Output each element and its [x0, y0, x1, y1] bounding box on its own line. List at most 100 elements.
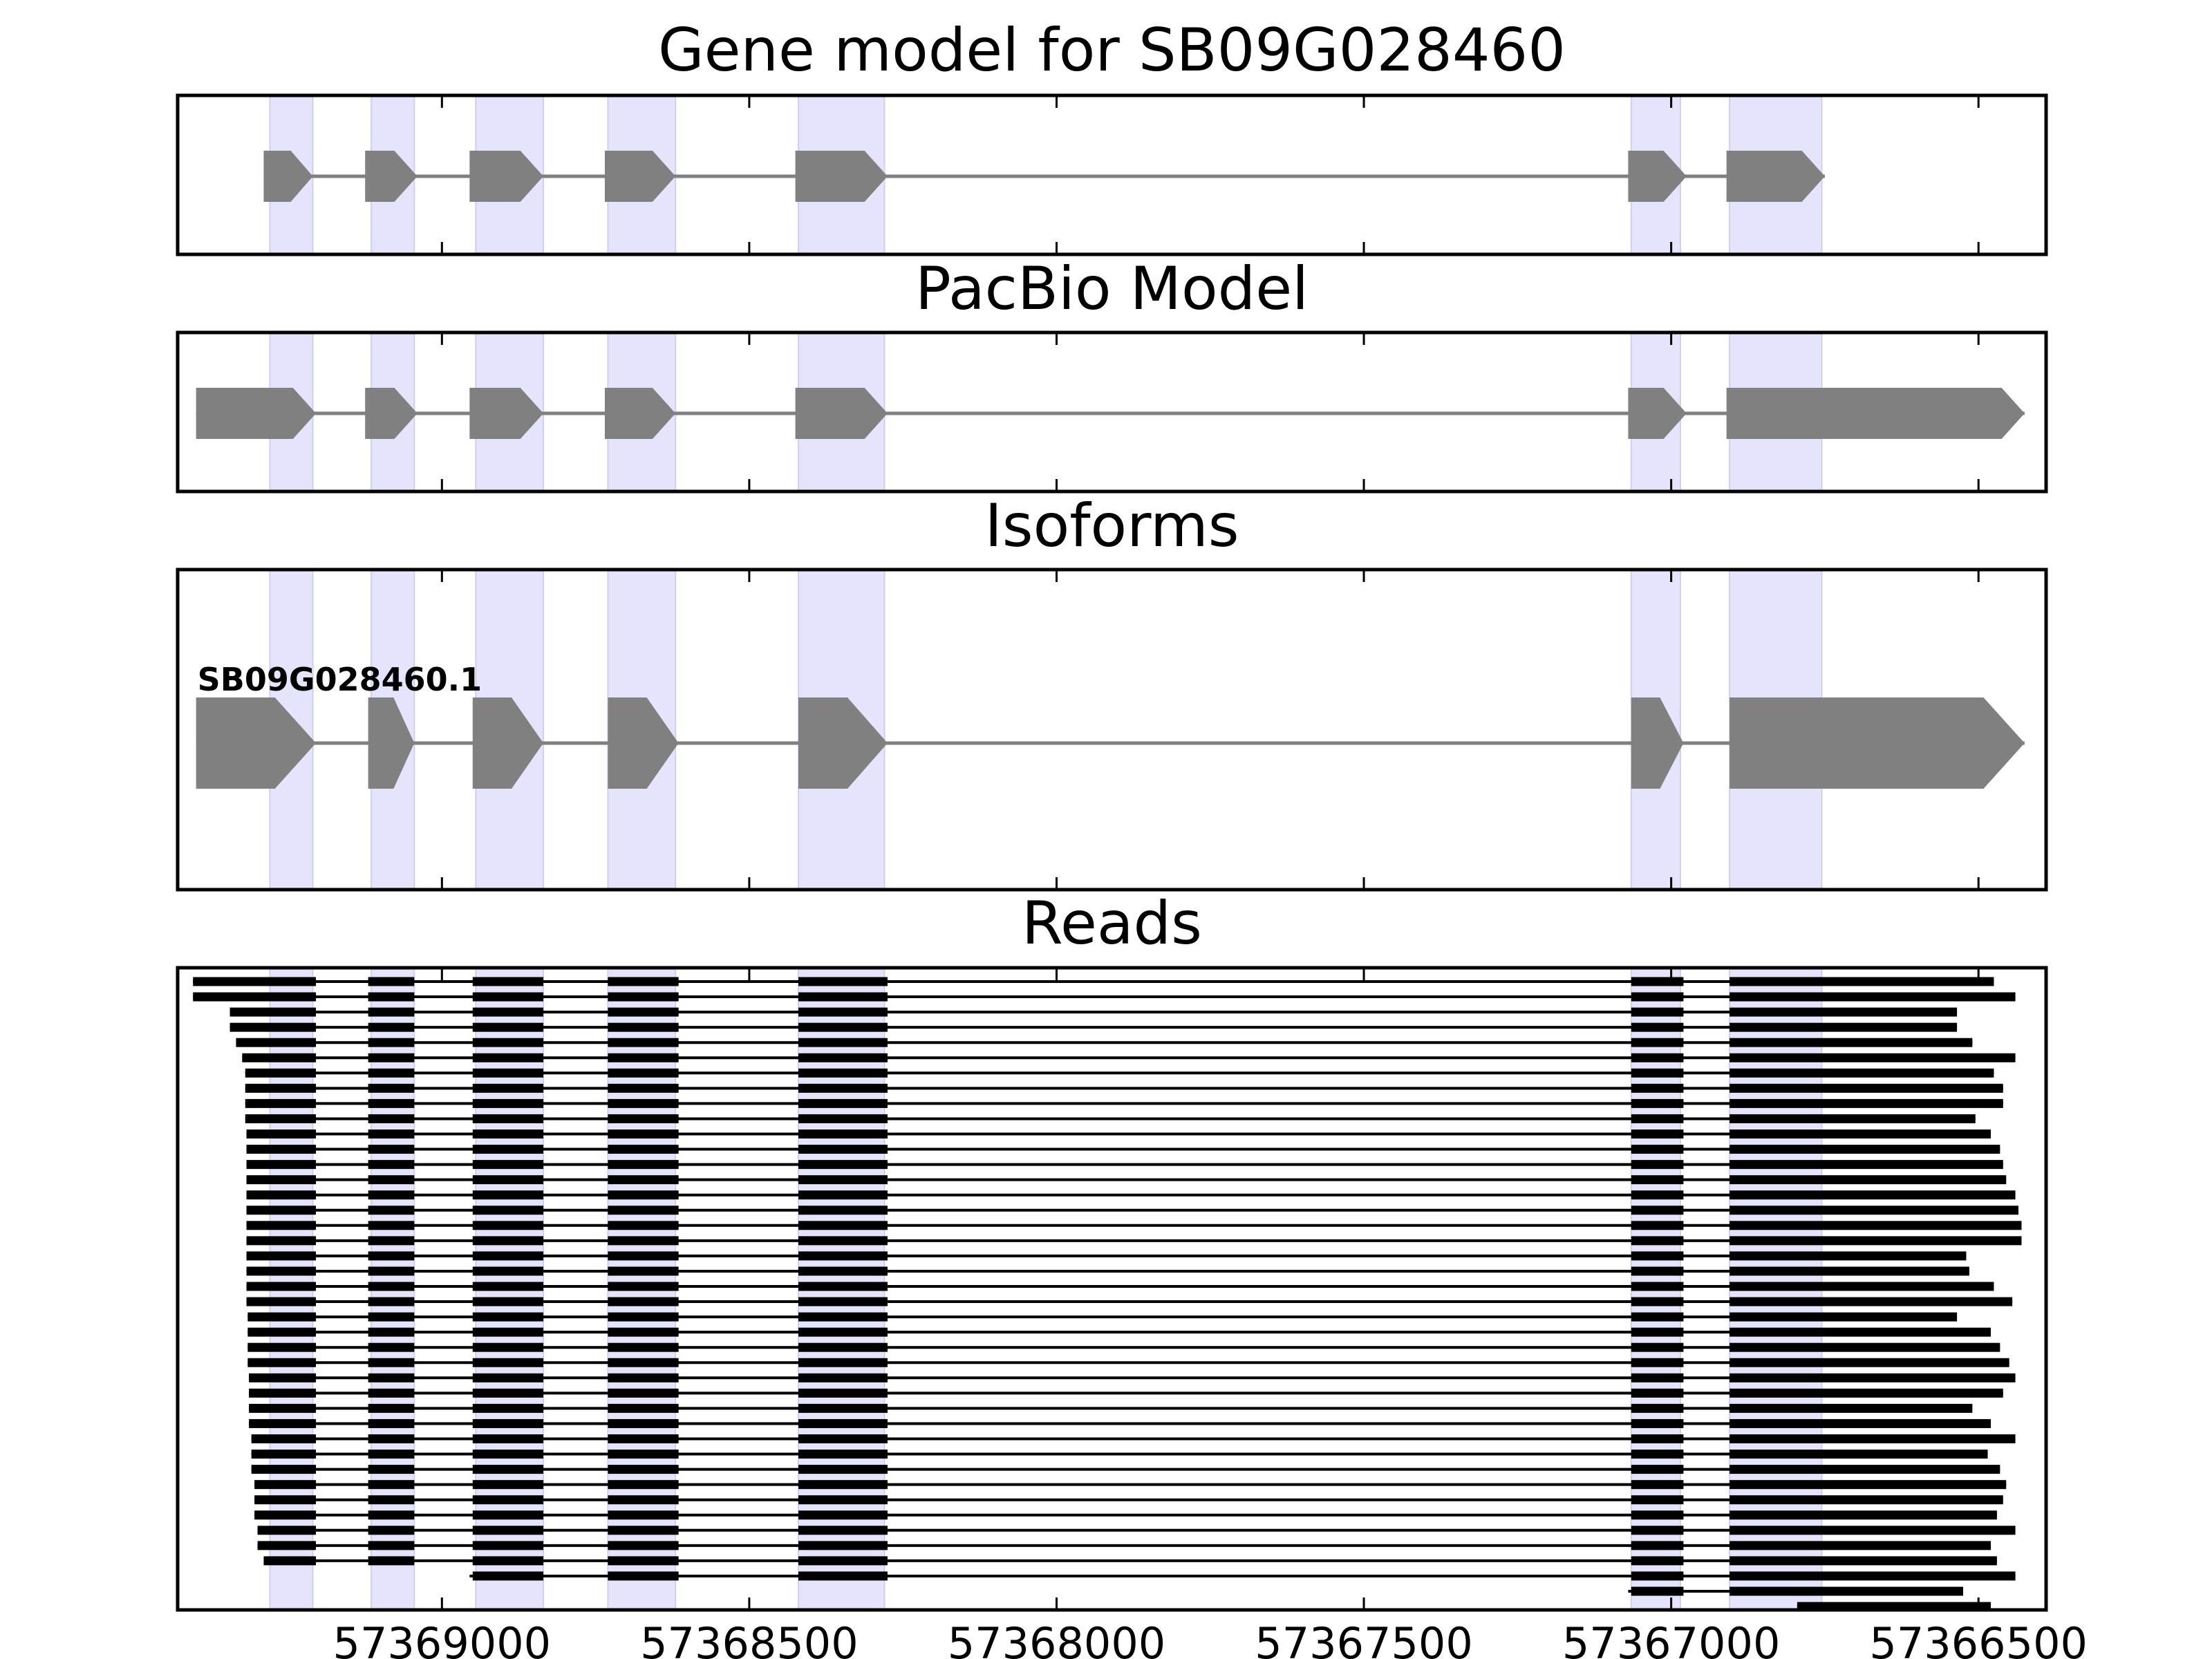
read-block [263, 1556, 317, 1566]
read [246, 1251, 1967, 1261]
read-block [368, 1098, 415, 1108]
read-block [254, 1510, 317, 1520]
exon [1628, 388, 1687, 439]
read-block [229, 1022, 317, 1032]
read [257, 1526, 2016, 1535]
read [246, 1160, 2003, 1170]
read-block [1631, 977, 1684, 986]
read-block [247, 1342, 317, 1352]
read [1628, 1586, 1963, 1596]
read-block [247, 1358, 317, 1367]
read-block [249, 1418, 317, 1428]
read-block [798, 1236, 888, 1246]
read [246, 1175, 2007, 1185]
read-block [368, 1266, 415, 1276]
read-block [798, 1022, 888, 1032]
read-block [608, 1098, 679, 1108]
read-block [608, 1221, 679, 1230]
read-block [798, 1053, 888, 1062]
read-block [608, 1053, 679, 1062]
read-block [472, 1373, 544, 1382]
read-block [368, 1083, 415, 1093]
read-block [1730, 1495, 2003, 1505]
read-block [472, 1053, 544, 1062]
panel-title: Reads [1022, 889, 1202, 958]
read-block [368, 1418, 415, 1428]
read-block [608, 1282, 679, 1291]
read-block [368, 992, 415, 1002]
read [193, 992, 2016, 1002]
read-block [472, 1571, 544, 1581]
read-block [608, 1526, 679, 1535]
read-block [798, 1175, 888, 1185]
read-block [472, 1434, 544, 1443]
read-block [608, 1175, 679, 1185]
read-block [608, 1266, 679, 1276]
read-block [472, 1098, 544, 1108]
read-block [798, 1206, 888, 1215]
read-block [472, 1038, 544, 1047]
read-block [472, 1327, 544, 1337]
read-block [1631, 1510, 1684, 1520]
read-block [798, 1571, 888, 1581]
read-block [1730, 1373, 2016, 1382]
read-block [1631, 1418, 1684, 1428]
read-block [1730, 1480, 2007, 1490]
exon [1631, 697, 1684, 789]
read-block [368, 1434, 415, 1443]
read-block [1730, 1434, 2016, 1443]
read-block [1631, 1327, 1684, 1337]
read-block [368, 1190, 415, 1200]
read-block [1730, 1190, 2016, 1200]
read-block [251, 1465, 317, 1474]
read-block [1631, 1022, 1684, 1032]
read [245, 1083, 2003, 1093]
read-block [798, 1297, 888, 1306]
panels: Gene model for SB09G028460 PacBio Model Is… [176, 16, 2088, 1659]
exon [608, 697, 679, 789]
read-block [368, 1526, 415, 1535]
read-block [1730, 1206, 2018, 1215]
read-block [608, 1342, 679, 1352]
read-block [798, 1114, 888, 1123]
read [257, 1541, 1991, 1550]
read [245, 1114, 1976, 1123]
read-block [798, 1480, 888, 1490]
read-block [246, 1297, 317, 1306]
read-block [472, 1297, 544, 1306]
exon [1628, 151, 1687, 202]
read-block [1730, 1510, 1997, 1520]
read-block [608, 1007, 679, 1017]
read [249, 1418, 1991, 1428]
read-block [245, 1083, 317, 1093]
read [246, 1236, 2022, 1246]
read [246, 1130, 1991, 1138]
read-block [1730, 1403, 1973, 1413]
read-block [1631, 1175, 1684, 1185]
read-block [798, 1145, 888, 1154]
read-block [368, 1403, 415, 1413]
exon [604, 151, 676, 202]
read [229, 1022, 1958, 1032]
read-block [368, 1541, 415, 1550]
read-block [1730, 1388, 2003, 1398]
read-block [368, 1175, 415, 1185]
read [246, 1190, 2016, 1200]
read-block [368, 1495, 415, 1505]
read-block [608, 1145, 679, 1154]
exon [368, 697, 415, 789]
read-block [798, 1418, 888, 1428]
read-block [798, 1160, 888, 1170]
read-block [608, 1556, 679, 1566]
read [263, 1556, 1997, 1566]
read-block [798, 1450, 888, 1459]
read-block [798, 1342, 888, 1352]
read-block [1631, 1541, 1684, 1550]
read-block [472, 1358, 544, 1367]
read-block [1631, 1480, 1684, 1490]
read-block [472, 1160, 544, 1170]
read-block [257, 1526, 317, 1535]
x-tick-label: 57369000 [333, 1618, 552, 1659]
read [246, 1145, 2000, 1154]
read-block [1631, 1266, 1684, 1276]
